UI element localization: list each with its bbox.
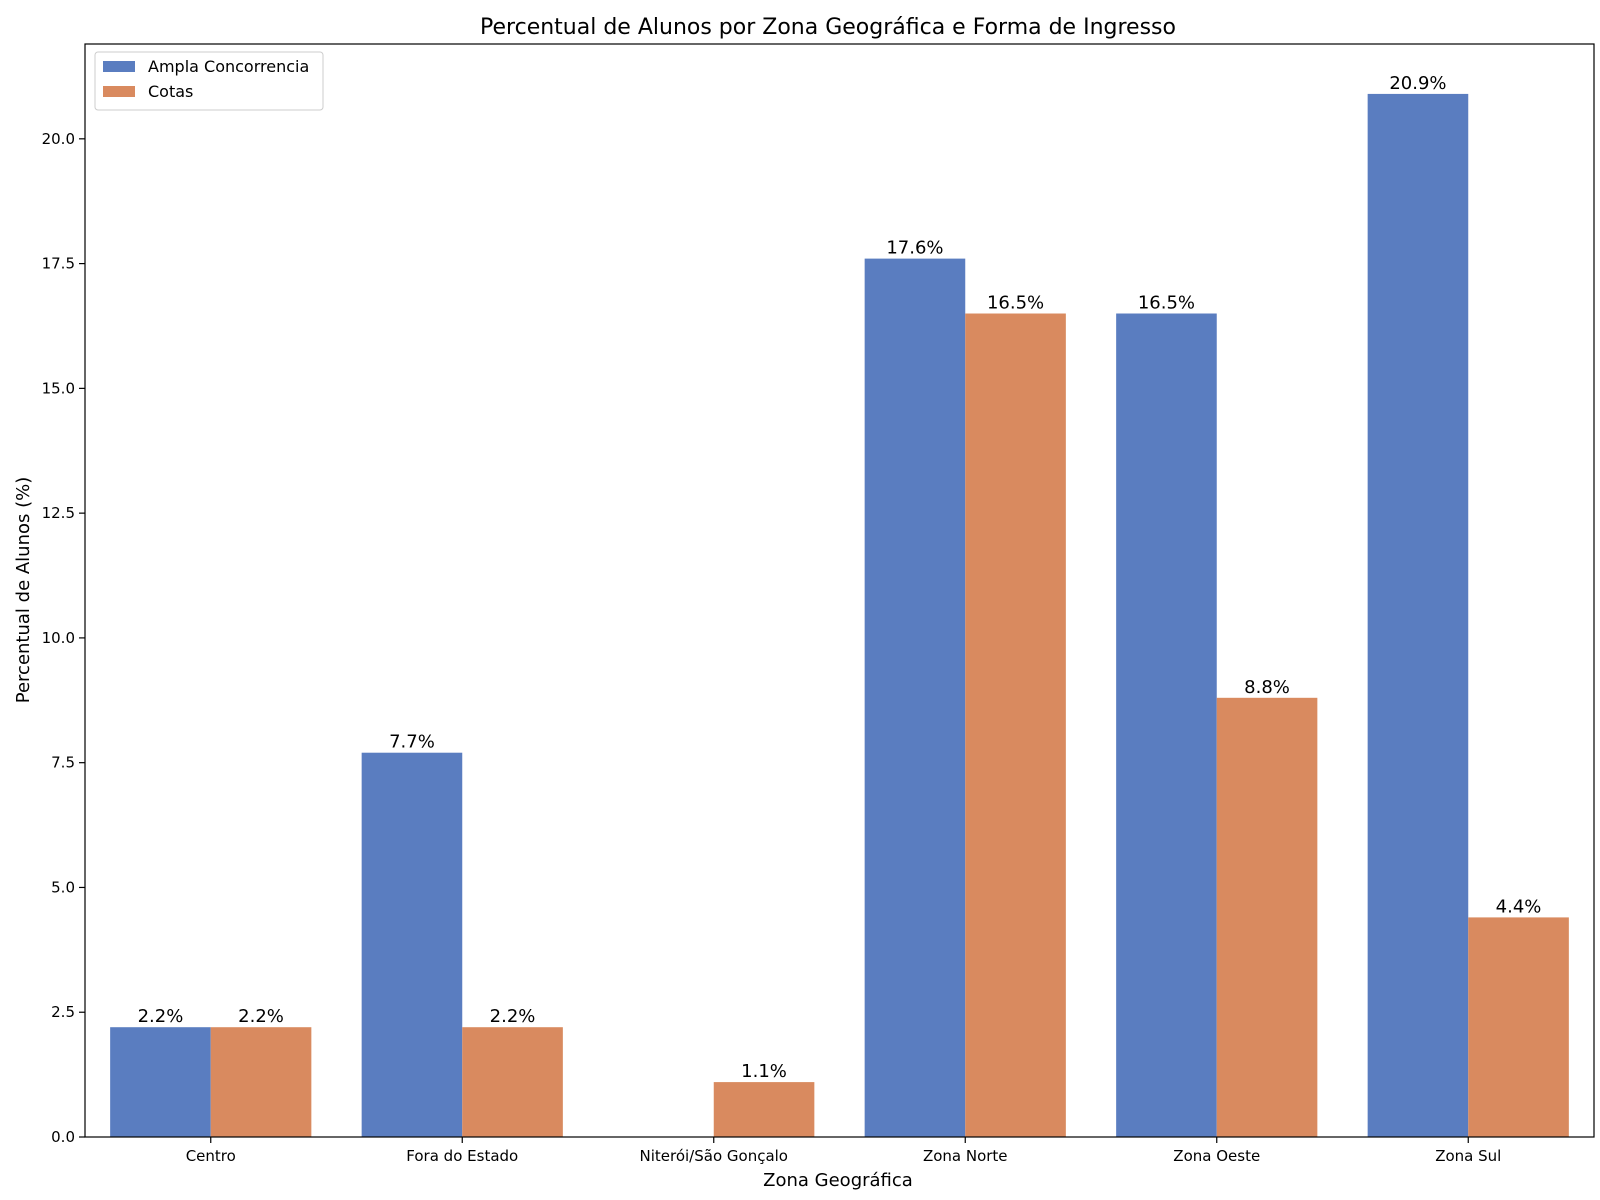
bar-1-2 bbox=[713, 1082, 815, 1137]
bar-labels-group: 2.2% 7.7% 17.6% 16.5% 20.9% 2.2% 2.2% 1.1% 16.5%… bbox=[138, 73, 1542, 1082]
plot-frame bbox=[84, 43, 1595, 1138]
x-axis-label: Zona Geográfica bbox=[763, 1170, 913, 1191]
bar-0-4 bbox=[1116, 313, 1217, 1137]
y-tick-label-7: 17.5 bbox=[42, 255, 75, 273]
legend-box bbox=[94, 51, 324, 111]
bar-label-1-1: 2.2% bbox=[490, 1006, 536, 1027]
legend-swatch-1 bbox=[103, 86, 135, 97]
y-tick-label-5: 12.5 bbox=[42, 504, 75, 522]
legend: Ampla Concorrencia Cotas bbox=[94, 51, 324, 111]
bar-label-1-0: 2.2% bbox=[238, 1006, 284, 1027]
bar-1-5 bbox=[1468, 917, 1569, 1137]
bar-label-1-2: 1.1% bbox=[741, 1061, 787, 1082]
y-tick-label-3: 7.5 bbox=[51, 754, 75, 772]
bar-label-0-5: 20.9% bbox=[1389, 73, 1446, 94]
y-axis: 0.0 2.5 5.0 7.5 10.0 12.5 15.0 17.5 20.0 bbox=[42, 130, 85, 1146]
bar-0-5 bbox=[1367, 93, 1469, 1137]
legend-label-1: Cotas bbox=[148, 82, 193, 101]
bar-label-0-4: 16.5% bbox=[1138, 293, 1195, 314]
bar-1-0 bbox=[210, 1027, 312, 1137]
x-tick-label-1: Fora do Estado bbox=[406, 1147, 518, 1165]
bar-label-0-1: 7.7% bbox=[389, 732, 435, 753]
bar-label-0-3: 17.6% bbox=[886, 238, 943, 259]
bar-label-1-5: 4.4% bbox=[1496, 896, 1542, 917]
y-tick-label-6: 15.0 bbox=[42, 379, 75, 397]
y-axis-label: Percentual de Alunos (%) bbox=[13, 477, 34, 704]
x-tick-label-4: Zona Oeste bbox=[1173, 1147, 1260, 1165]
bar-0-0 bbox=[110, 1027, 211, 1137]
bar-1-1 bbox=[462, 1027, 563, 1137]
x-axis: Centro Fora do Estado Niterói/São Gonçalo Z… bbox=[186, 1137, 1501, 1165]
x-tick-label-5: Zona Sul bbox=[1435, 1147, 1501, 1165]
chart-title: Percentual de Alunos por Zona Geográfica… bbox=[480, 15, 1176, 40]
bar-0-3 bbox=[864, 258, 966, 1137]
legend-swatch-0 bbox=[103, 61, 135, 72]
bar-label-1-3: 16.5% bbox=[987, 293, 1044, 314]
bar-label-0-0: 2.2% bbox=[138, 1006, 184, 1027]
x-tick-label-0: Centro bbox=[186, 1147, 236, 1165]
y-tick-label-0: 0.0 bbox=[51, 1128, 75, 1146]
y-tick-label-8: 20.0 bbox=[42, 130, 75, 148]
legend-label-0: Ampla Concorrencia bbox=[148, 57, 309, 76]
y-tick-label-1: 2.5 bbox=[51, 1003, 75, 1021]
y-tick-label-2: 5.0 bbox=[51, 878, 75, 896]
bars-group bbox=[110, 93, 1569, 1137]
bar-1-4 bbox=[1216, 697, 1318, 1137]
x-tick-label-2: Niterói/São Gonçalo bbox=[640, 1147, 788, 1165]
bar-label-1-4: 8.8% bbox=[1244, 677, 1290, 698]
y-tick-label-4: 10.0 bbox=[42, 629, 75, 647]
bar-0-1 bbox=[361, 752, 463, 1137]
bar-1-3 bbox=[965, 313, 1066, 1137]
x-tick-label-3: Zona Norte bbox=[923, 1147, 1008, 1165]
